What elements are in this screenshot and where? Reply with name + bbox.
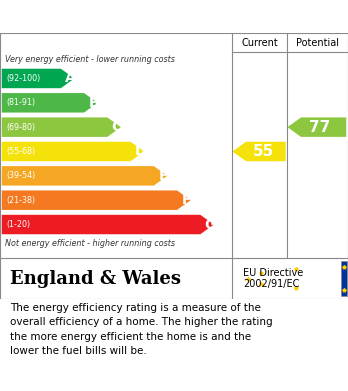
- Polygon shape: [232, 142, 286, 161]
- Text: Potential: Potential: [296, 38, 339, 48]
- Text: (81-91): (81-91): [6, 98, 35, 107]
- Text: 55: 55: [253, 144, 274, 159]
- Polygon shape: [2, 190, 191, 210]
- Text: C: C: [112, 120, 122, 134]
- Polygon shape: [2, 117, 121, 137]
- Text: E: E: [159, 169, 168, 183]
- Text: F: F: [182, 193, 191, 207]
- Text: Not energy efficient - higher running costs: Not energy efficient - higher running co…: [5, 239, 175, 248]
- Text: Energy Efficiency Rating: Energy Efficiency Rating: [10, 7, 239, 26]
- Text: B: B: [88, 96, 99, 110]
- Text: EU Directive
2002/91/EC: EU Directive 2002/91/EC: [243, 268, 303, 289]
- Text: (21-38): (21-38): [6, 196, 35, 204]
- Text: (39-54): (39-54): [6, 171, 35, 180]
- Text: 77: 77: [309, 120, 330, 135]
- Polygon shape: [2, 69, 74, 88]
- Text: (1-20): (1-20): [6, 220, 30, 229]
- Text: (69-80): (69-80): [6, 123, 35, 132]
- Polygon shape: [2, 93, 98, 113]
- Polygon shape: [2, 166, 167, 186]
- Text: The energy efficiency rating is a measure of the
overall efficiency of a home. T: The energy efficiency rating is a measur…: [10, 303, 273, 356]
- Text: (92-100): (92-100): [6, 74, 40, 83]
- Text: England & Wales: England & Wales: [10, 269, 181, 288]
- Text: (55-68): (55-68): [6, 147, 35, 156]
- Text: A: A: [65, 72, 76, 86]
- Text: D: D: [134, 145, 146, 158]
- Bar: [341, 261, 347, 296]
- Polygon shape: [2, 215, 214, 234]
- Polygon shape: [2, 142, 144, 161]
- Text: Current: Current: [242, 38, 278, 48]
- Text: Very energy efficient - lower running costs: Very energy efficient - lower running co…: [5, 55, 175, 64]
- Text: G: G: [204, 217, 215, 231]
- Polygon shape: [287, 117, 346, 137]
